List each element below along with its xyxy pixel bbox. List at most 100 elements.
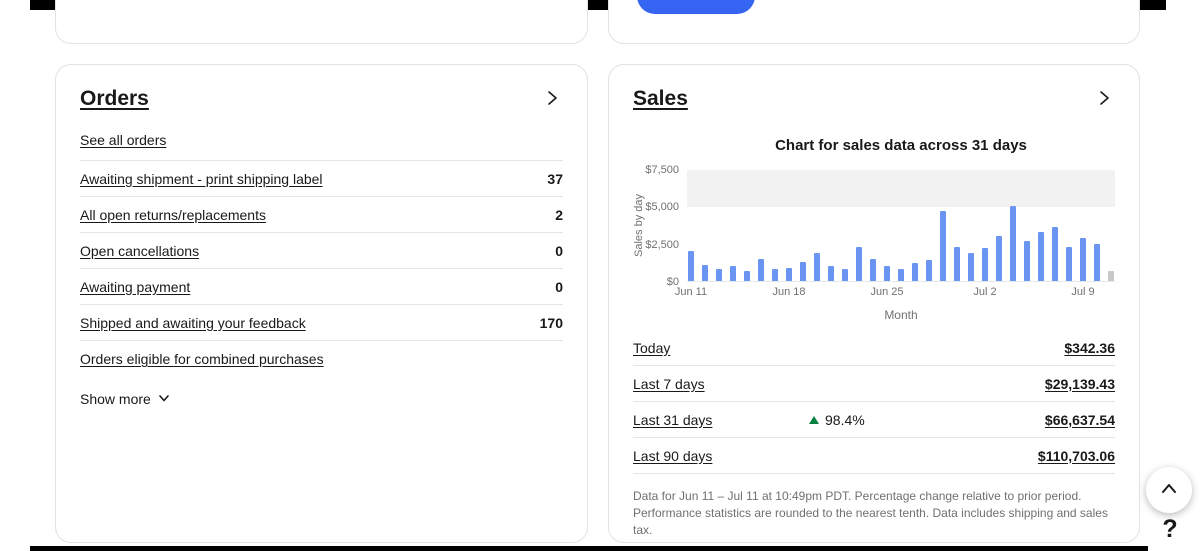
- order-row-open-returns: All open returns/replacements 2: [80, 197, 563, 233]
- order-row-label[interactable]: Open cancellations: [80, 242, 200, 259]
- bar-jun-23[interactable]: [856, 246, 862, 281]
- bar-jul-10[interactable]: [1094, 243, 1100, 281]
- bar-jul-8[interactable]: [1066, 246, 1072, 281]
- sales-row-label[interactable]: Last 90 days: [633, 447, 713, 464]
- sales-row-value[interactable]: $342.36: [1064, 339, 1115, 356]
- sales-footnote: Data for Jun 11 – Jul 11 at 10:49pm PDT.…: [633, 489, 1108, 538]
- sales-title[interactable]: Sales: [633, 87, 688, 110]
- bar-jul-2[interactable]: [982, 248, 988, 281]
- see-all-orders-link[interactable]: See all orders: [80, 131, 167, 148]
- bar-jul-7[interactable]: [1052, 227, 1058, 281]
- bar-jun-30[interactable]: [954, 246, 960, 281]
- see-all-orders-row: See all orders: [80, 119, 563, 161]
- order-row-label[interactable]: Shipped and awaiting your feedback: [80, 314, 306, 331]
- trend-up-icon: [809, 415, 819, 424]
- sales-change-value: 98.4%: [825, 411, 865, 428]
- bar-jun-18[interactable]: [786, 267, 792, 281]
- sales-row-value[interactable]: $110,703.06: [1037, 447, 1115, 464]
- order-row-label[interactable]: Awaiting payment: [80, 278, 191, 295]
- chart-main: Jun 11 Jun 18 Jun 25 Jul 2 Jul 9 Month: [675, 170, 1115, 322]
- bar-jul-4[interactable]: [1010, 206, 1016, 281]
- bar-jun-16[interactable]: [758, 258, 764, 281]
- chart-y-axis: $7,500 $5,000 $2,500 $0: [645, 164, 687, 288]
- chevron-right-icon: [543, 89, 561, 110]
- help-button[interactable]: ?: [1156, 515, 1184, 544]
- x-tick-label: Jun 11: [674, 286, 708, 298]
- sales-row-last-7-days: Last 7 days $29,139.43: [633, 366, 1115, 402]
- sales-row-today: Today $342.36: [633, 330, 1115, 366]
- sales-row-value[interactable]: $66,637.54: [1044, 411, 1115, 428]
- sales-card: Sales Chart for sales data across 31 day…: [608, 64, 1140, 543]
- y-tick-label: $7,500: [645, 164, 679, 176]
- bar-jun-20[interactable]: [814, 252, 820, 281]
- header-strip: [30, 0, 1166, 10]
- order-row-label[interactable]: All open returns/replacements: [80, 206, 266, 223]
- bar-jun-29[interactable]: [940, 210, 946, 281]
- sales-row-label[interactable]: Last 31 days: [633, 411, 713, 428]
- top-card-left-partial: [55, 0, 588, 44]
- chart-y-axis-label: Sales by day: [633, 194, 645, 258]
- order-row-value: 0: [555, 242, 563, 259]
- y-tick-label: $0: [666, 276, 679, 288]
- chart-band: [687, 170, 1115, 207]
- order-row-awaiting-payment: Awaiting payment 0: [80, 269, 563, 305]
- order-row-label[interactable]: Awaiting shipment - print shipping label: [80, 170, 323, 187]
- sales-card-header: Sales: [633, 85, 1115, 113]
- show-more-label: Show more: [80, 391, 151, 407]
- chart-x-axis-label: Month: [884, 308, 918, 322]
- bar-jul-1[interactable]: [968, 252, 974, 281]
- chevron-down-icon: [158, 391, 170, 407]
- x-tick-label: Jul 9: [1071, 286, 1095, 298]
- chart-x-axis: Jun 11 Jun 18 Jun 25 Jul 2 Jul 9: [675, 286, 1115, 306]
- bar-jun-11[interactable]: [688, 251, 694, 281]
- bar-jun-21[interactable]: [828, 266, 834, 281]
- orders-card: Orders See all orders Awaiting shipment …: [55, 64, 588, 543]
- bar-jun-15[interactable]: [744, 270, 750, 281]
- bar-jul-11[interactable]: [1108, 270, 1114, 281]
- chevron-up-icon: [1159, 479, 1179, 502]
- order-row-value: 0: [555, 278, 563, 295]
- chart-plot: [687, 170, 1115, 282]
- bar-jun-28[interactable]: [926, 260, 932, 281]
- bar-jul-3[interactable]: [996, 236, 1002, 281]
- bar-jul-5[interactable]: [1024, 240, 1030, 281]
- order-row-open-cancellations: Open cancellations 0: [80, 233, 563, 269]
- sales-row-last-90-days: Last 90 days $110,703.06: [633, 438, 1115, 474]
- bar-jul-6[interactable]: [1038, 231, 1044, 281]
- bar-jul-9[interactable]: [1080, 237, 1086, 281]
- order-row-value: 170: [539, 314, 563, 331]
- primary-action-button-partial[interactable]: [637, 0, 755, 14]
- bar-jun-22[interactable]: [842, 269, 848, 281]
- x-tick-label: Jun 18: [772, 286, 806, 298]
- y-tick-label: $2,500: [645, 238, 679, 251]
- bar-jun-12[interactable]: [702, 264, 708, 281]
- sales-row-value[interactable]: $29,139.43: [1044, 375, 1115, 392]
- bar-jun-19[interactable]: [800, 261, 806, 281]
- orders-expand-button[interactable]: [541, 87, 563, 112]
- sales-expand-button[interactable]: [1093, 87, 1115, 112]
- order-row-combined-purchases: Orders eligible for combined purchases: [80, 341, 563, 377]
- chart-title: Chart for sales data across 31 days: [775, 137, 1027, 154]
- bar-jun-13[interactable]: [716, 269, 722, 281]
- bar-jun-26[interactable]: [898, 269, 904, 281]
- show-more-button[interactable]: Show more: [80, 391, 170, 407]
- x-tick-label: Jul 2: [973, 286, 997, 298]
- bar-jun-25[interactable]: [884, 266, 890, 281]
- chevron-right-icon: [1095, 89, 1113, 110]
- bar-jun-14[interactable]: [730, 266, 736, 281]
- footer-strip: [30, 546, 1148, 551]
- bar-jun-17[interactable]: [772, 269, 778, 281]
- orders-title[interactable]: Orders: [80, 87, 149, 110]
- bar-jun-27[interactable]: [912, 263, 918, 281]
- bar-jun-24[interactable]: [870, 258, 876, 281]
- back-to-top-button[interactable]: [1146, 467, 1192, 513]
- y-tick-label: $5,000: [645, 201, 679, 214]
- top-card-right-partial: [608, 0, 1140, 44]
- order-row-awaiting-shipment: Awaiting shipment - print shipping label…: [80, 161, 563, 197]
- order-row-awaiting-feedback: Shipped and awaiting your feedback 170: [80, 305, 563, 341]
- order-row-label[interactable]: Orders eligible for combined purchases: [80, 351, 324, 367]
- sales-row-last-31-days: Last 31 days 98.4% $66,637.54: [633, 402, 1115, 438]
- sales-row-label[interactable]: Last 7 days: [633, 375, 705, 392]
- sales-row-label[interactable]: Today: [633, 339, 671, 356]
